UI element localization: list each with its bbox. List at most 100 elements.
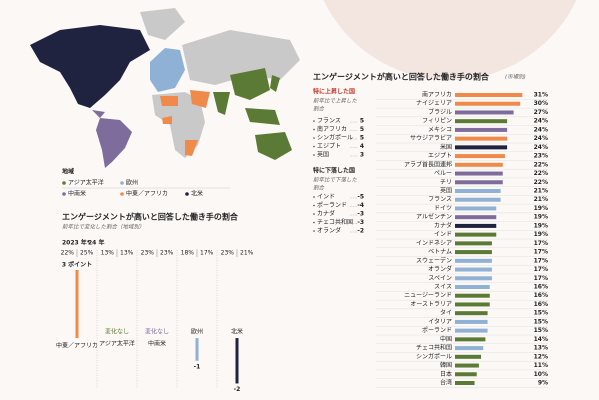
bar bbox=[455, 372, 477, 377]
risers-subtitle: 前年比で上昇した bbox=[313, 98, 358, 105]
risers-subtitle: 割合 bbox=[313, 106, 325, 113]
item-name: カナダ bbox=[317, 210, 335, 218]
category-label: スペイン bbox=[428, 275, 452, 282]
item-value: 3 bbox=[360, 152, 364, 159]
category-label: オーストラリア bbox=[410, 301, 452, 308]
value-label: 15% bbox=[534, 318, 548, 325]
legend-swatch bbox=[120, 181, 124, 185]
bar bbox=[455, 223, 497, 228]
legend-label: アジア太平洋 bbox=[68, 179, 104, 187]
bar bbox=[455, 119, 508, 124]
bar bbox=[235, 338, 239, 384]
category-label: チェコ共和国 bbox=[416, 344, 452, 352]
category-label: ブラジル bbox=[428, 108, 452, 116]
year-label: 24 年 bbox=[88, 239, 104, 247]
bullet bbox=[313, 221, 315, 224]
central-america bbox=[92, 110, 105, 118]
bar bbox=[455, 241, 492, 246]
category-label: アジア太平洋 bbox=[99, 340, 135, 348]
value-label: 16% bbox=[534, 292, 548, 299]
bar bbox=[455, 267, 492, 272]
category-label: インド bbox=[434, 231, 452, 238]
item-name: 南アフリカ bbox=[317, 125, 347, 133]
current-value: 25% bbox=[80, 250, 94, 257]
value-label: 12% bbox=[534, 353, 548, 360]
bullet bbox=[313, 204, 315, 207]
category-label: ペルー bbox=[434, 170, 452, 177]
bar bbox=[455, 328, 488, 333]
value-label: 19% bbox=[534, 214, 548, 221]
category-label: ナイジェリア bbox=[416, 100, 452, 107]
value-label: 19% bbox=[534, 222, 548, 229]
bullet bbox=[313, 196, 315, 198]
category-label: 台湾 bbox=[440, 379, 452, 387]
bar bbox=[455, 363, 479, 368]
value-label: -1 bbox=[194, 363, 201, 370]
value-label: 14% bbox=[534, 336, 548, 343]
country-chart-note: (市場別) bbox=[505, 74, 526, 81]
category-label: 中南米 bbox=[148, 340, 166, 348]
category-label: ドイツ bbox=[434, 205, 452, 212]
item-value: -3 bbox=[357, 219, 364, 226]
category-label: フィリピン bbox=[422, 118, 452, 125]
item-name: オランダ bbox=[317, 227, 341, 235]
value-label: 17% bbox=[534, 275, 548, 282]
item-name: 英国 bbox=[317, 151, 329, 159]
bullet bbox=[313, 213, 315, 215]
bullet bbox=[313, 145, 315, 148]
value-label: 10% bbox=[534, 371, 548, 378]
item-value: 5 bbox=[360, 126, 364, 133]
value-label: 15% bbox=[534, 310, 548, 317]
category-label: 欧州 bbox=[191, 328, 203, 336]
bar bbox=[455, 110, 514, 115]
fallers-title: 特に下落した国 bbox=[313, 167, 355, 175]
bar bbox=[455, 319, 488, 324]
value-label: 21% bbox=[534, 188, 548, 195]
middle-east bbox=[190, 90, 210, 108]
previous-value: 22% bbox=[61, 250, 75, 257]
category-label: アルゼンチン bbox=[416, 213, 452, 221]
value-label: 22% bbox=[534, 161, 548, 168]
item-value: 5 bbox=[360, 135, 364, 142]
value-label: 16% bbox=[534, 284, 548, 291]
value-label: 22% bbox=[534, 179, 548, 186]
category-label: チリ bbox=[440, 179, 452, 186]
bullet bbox=[313, 120, 315, 122]
previous-value: 13% bbox=[101, 250, 115, 257]
item-name: シンガポール bbox=[317, 134, 353, 142]
north-america bbox=[30, 25, 150, 108]
bar bbox=[455, 93, 523, 97]
risers-title: 特に上昇した国 bbox=[313, 88, 355, 96]
bar bbox=[455, 127, 508, 132]
value-label: -2 bbox=[234, 386, 241, 393]
bar bbox=[455, 232, 497, 237]
value-label: 3 ポイント bbox=[62, 261, 92, 269]
value-label: 23% bbox=[534, 153, 548, 160]
value-label: 17% bbox=[534, 257, 548, 264]
value-label: 変化なし bbox=[145, 328, 169, 336]
current-value: 23% bbox=[160, 250, 174, 257]
country-chart-title: エンゲージメントが高いと回答した働き手の割合 bbox=[313, 72, 490, 82]
bar bbox=[455, 337, 486, 342]
fallers-subtitle: 割合 bbox=[313, 185, 325, 192]
category-label: 英国 bbox=[440, 187, 452, 195]
item-value: -2 bbox=[357, 228, 364, 235]
value-label: 16% bbox=[534, 301, 548, 308]
category-label: ベトナム bbox=[428, 249, 452, 256]
category-label: フランス bbox=[428, 196, 452, 203]
category-label: メキシコ bbox=[428, 126, 452, 133]
value-label: 変化なし bbox=[105, 328, 129, 336]
bar bbox=[455, 381, 475, 385]
bar bbox=[455, 180, 503, 185]
item-name: ポーランド bbox=[317, 201, 347, 209]
bar bbox=[455, 171, 503, 176]
value-label: 19% bbox=[534, 231, 548, 238]
category-label: タイ bbox=[440, 309, 452, 317]
category-label: シンガポール bbox=[416, 352, 452, 360]
bar bbox=[455, 311, 488, 316]
value-label: 24% bbox=[534, 135, 548, 142]
category-label: ポーランド bbox=[422, 326, 452, 334]
bar bbox=[455, 136, 508, 141]
value-label: 15% bbox=[534, 327, 548, 334]
